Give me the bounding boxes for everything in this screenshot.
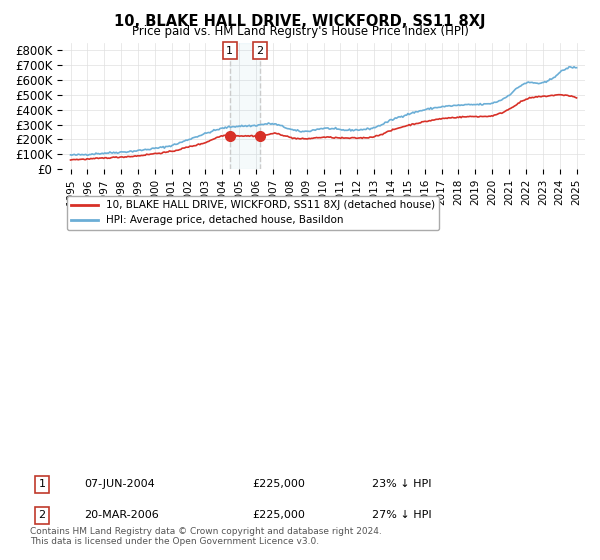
- Legend: 10, BLAKE HALL DRIVE, WICKFORD, SS11 8XJ (detached house), HPI: Average price, d: 10, BLAKE HALL DRIVE, WICKFORD, SS11 8XJ…: [67, 196, 439, 230]
- Text: Contains HM Land Registry data © Crown copyright and database right 2024.
This d: Contains HM Land Registry data © Crown c…: [30, 526, 382, 546]
- Bar: [230, 43, 260, 169]
- Text: 2: 2: [256, 45, 263, 55]
- Text: 1: 1: [226, 45, 233, 55]
- Text: Price paid vs. HM Land Registry's House Price Index (HPI): Price paid vs. HM Land Registry's House …: [131, 25, 469, 38]
- Text: 20-MAR-2006: 20-MAR-2006: [84, 510, 159, 520]
- Text: 27% ↓ HPI: 27% ↓ HPI: [372, 510, 431, 520]
- Text: 07-JUN-2004: 07-JUN-2004: [84, 479, 155, 489]
- Text: 23% ↓ HPI: 23% ↓ HPI: [372, 479, 431, 489]
- Text: £225,000: £225,000: [252, 510, 305, 520]
- Text: £225,000: £225,000: [252, 479, 305, 489]
- Text: 1: 1: [38, 479, 46, 489]
- Text: 2: 2: [38, 510, 46, 520]
- Text: 10, BLAKE HALL DRIVE, WICKFORD, SS11 8XJ: 10, BLAKE HALL DRIVE, WICKFORD, SS11 8XJ: [114, 14, 486, 29]
